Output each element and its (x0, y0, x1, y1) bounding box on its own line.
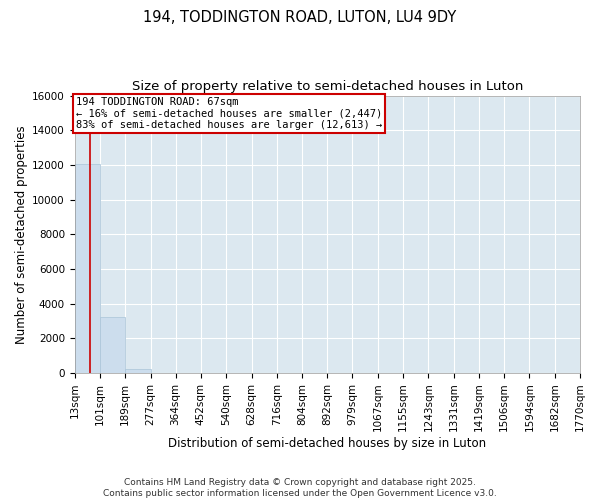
Text: 194, TODDINGTON ROAD, LUTON, LU4 9DY: 194, TODDINGTON ROAD, LUTON, LU4 9DY (143, 10, 457, 25)
Bar (74, 164, 100, 373)
Text: Contains HM Land Registry data © Crown copyright and database right 2025.
Contai: Contains HM Land Registry data © Crown c… (103, 478, 497, 498)
X-axis label: Distribution of semi-detached houses by size in Luton: Distribution of semi-detached houses by … (168, 437, 487, 450)
Bar (100, 316, 125, 373)
Y-axis label: Number of semi-detached properties: Number of semi-detached properties (15, 125, 28, 344)
Bar (125, 370, 151, 373)
Text: 194 TODDINGTON ROAD: 67sqm
← 16% of semi-detached houses are smaller (2,447)
83%: 194 TODDINGTON ROAD: 67sqm ← 16% of semi… (76, 97, 382, 130)
Title: Size of property relative to semi-detached houses in Luton: Size of property relative to semi-detach… (131, 80, 523, 93)
